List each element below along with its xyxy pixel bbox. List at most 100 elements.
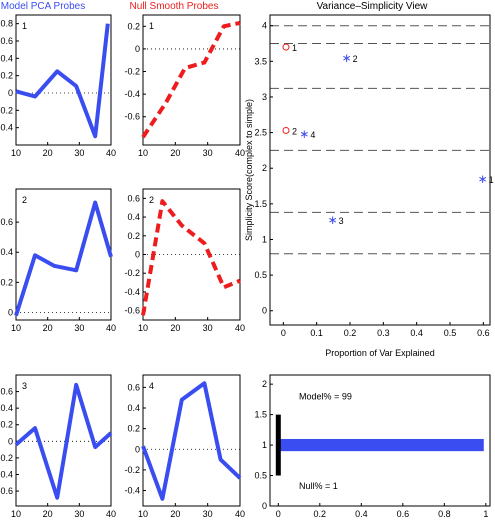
y-tick-label: 3.5 bbox=[254, 56, 267, 66]
x-tick-label: 20 bbox=[170, 148, 180, 158]
y-tick-label: -0.2 bbox=[124, 67, 140, 77]
model-probe-line bbox=[14, 200, 113, 317]
plot-frame bbox=[269, 14, 491, 326]
null-probe-line bbox=[141, 20, 241, 139]
y-tick-label: 0.6 bbox=[0, 387, 13, 397]
null-point-label: 2 bbox=[292, 126, 297, 136]
y-tick-label: 0.4 bbox=[0, 53, 13, 63]
y-tick-label: 2 bbox=[262, 379, 267, 389]
y-tick-label: 0.6 bbox=[0, 217, 13, 227]
model-probe-line bbox=[14, 382, 113, 500]
x-tick-label: 40 bbox=[106, 509, 116, 519]
y-tick-label: 2.5 bbox=[254, 128, 267, 138]
null-point-marker bbox=[282, 43, 290, 51]
panel-number-label: 3 bbox=[22, 381, 27, 391]
panel-number-label: 2 bbox=[149, 195, 154, 205]
x-tick-label: 20 bbox=[43, 509, 53, 519]
y-tick-label: 1 bbox=[262, 234, 267, 244]
x-tick-label: 0 bbox=[276, 509, 281, 519]
null-probe-line bbox=[141, 199, 241, 316]
null-point-label: 1 bbox=[292, 43, 297, 53]
model-point-label: 2 bbox=[353, 54, 358, 64]
x-tick-label: 0.4 bbox=[355, 509, 368, 519]
plot-frame bbox=[142, 14, 241, 146]
y-tick-label: -0.6 bbox=[124, 112, 140, 122]
x-tick-label: 40 bbox=[235, 148, 245, 158]
y-tick-label: 0.4 bbox=[0, 403, 13, 413]
plot-frame bbox=[15, 374, 112, 507]
y-tick-label: 0.6 bbox=[127, 193, 140, 203]
y-tick-label: 0 bbox=[135, 250, 140, 260]
y-tick-label: 0.2 bbox=[0, 71, 13, 81]
model-point-marker: ∗ bbox=[328, 213, 338, 227]
title-view-column: Variance–Simplicity View bbox=[317, 1, 429, 12]
x-tick-label: 20 bbox=[170, 509, 180, 519]
y-tick-label: -0.2 bbox=[0, 105, 13, 115]
y-tick-label: 0.2 bbox=[127, 424, 140, 434]
y-tick-label: 0 bbox=[135, 44, 140, 54]
model-point-marker: ∗ bbox=[478, 172, 488, 186]
y-tick-label: 0 bbox=[8, 436, 13, 446]
y-tick-label: 0 bbox=[262, 501, 267, 511]
y-tick-label: 0.8 bbox=[0, 19, 13, 29]
y-tick-label: 2 bbox=[262, 163, 267, 173]
panel-number-label: 4 bbox=[149, 381, 154, 391]
panel-model-3: 10 20 30 40 -0.6 -0.4 -0.2 0 0.2 0.4 0.6 3 bbox=[0, 374, 116, 519]
x-tick-label: 20 bbox=[43, 323, 53, 333]
y-tick-label: -0.2 bbox=[0, 453, 13, 463]
model-point-marker: ∗ bbox=[342, 51, 352, 65]
y-tick-label: 0.2 bbox=[0, 420, 13, 430]
x-axis-label: Proportion of Var Explained bbox=[325, 348, 434, 358]
x-tick-label: 30 bbox=[74, 323, 84, 333]
y-tick-label: 0.4 bbox=[127, 212, 140, 222]
plot-frame bbox=[142, 374, 241, 507]
y-tick-label: 3 bbox=[262, 92, 267, 102]
y-tick-label: 1 bbox=[262, 440, 267, 450]
x-tick-label: 0.5 bbox=[444, 328, 457, 338]
y-tick-label: 0 bbox=[8, 88, 13, 98]
model-percent-bar bbox=[278, 438, 484, 452]
y-tick-label: 0.5 bbox=[254, 270, 267, 280]
x-tick-label: 30 bbox=[203, 148, 213, 158]
x-tick-label: 0 bbox=[281, 328, 286, 338]
y-tick-label: 0 bbox=[8, 307, 13, 317]
panel-model-4: 10 20 30 40 -0.4 -0.2 0 0.2 0.4 0.6 4 bbox=[124, 374, 245, 519]
y-tick-label: -0.4 bbox=[0, 123, 13, 133]
panel-model-1: 10 20 30 40 -0.4 -0.2 0 0.2 0.4 0.6 0.8 1 bbox=[0, 14, 116, 158]
x-tick-label: 20 bbox=[170, 323, 180, 333]
x-tick-label: 10 bbox=[11, 509, 21, 519]
panel-variance-simplicity: 0 0.1 0.2 0.3 0.4 0.5 0.6 0 0.5 1 1.5 2 2.5 3 3.5 4 Prop… bbox=[244, 14, 494, 358]
x-tick-label: 30 bbox=[203, 323, 213, 333]
x-tick-label: 40 bbox=[235, 509, 245, 519]
x-tick-label: 30 bbox=[203, 509, 213, 519]
panel-null-1: 10 20 30 40 -0.6 -0.4 -0.2 0 0.2 1 bbox=[124, 14, 245, 158]
y-tick-label: 0.2 bbox=[0, 277, 13, 287]
y-tick-label: 0 bbox=[262, 306, 267, 316]
null-point-marker bbox=[282, 126, 290, 134]
x-tick-label: 10 bbox=[11, 323, 21, 333]
panel-number-label: 1 bbox=[149, 21, 154, 31]
x-tick-label: 0.2 bbox=[344, 328, 357, 338]
plot-frame bbox=[15, 14, 112, 146]
y-tick-label: 0.6 bbox=[0, 36, 13, 46]
x-tick-label: 30 bbox=[74, 509, 84, 519]
model-point-label: 1 bbox=[489, 175, 494, 185]
plot-frame bbox=[269, 374, 491, 507]
x-tick-label: 0.2 bbox=[314, 509, 327, 519]
y-tick-label: -0.6 bbox=[124, 306, 140, 316]
y-tick-label: 0 bbox=[135, 444, 140, 454]
panel-number-label: 1 bbox=[22, 21, 27, 31]
y-tick-label: -0.6 bbox=[0, 486, 13, 496]
y-axis-label: Simplicity Score(complex to simple) bbox=[244, 99, 254, 241]
model-point-marker: ∗ bbox=[299, 127, 309, 141]
model-probe-line bbox=[141, 381, 242, 501]
y-tick-label: 0.2 bbox=[127, 21, 140, 31]
y-tick-label: 0.5 bbox=[254, 471, 267, 481]
y-tick-label: -0.4 bbox=[124, 89, 140, 99]
x-tick-label: 40 bbox=[235, 323, 245, 333]
x-tick-label: 30 bbox=[74, 148, 84, 158]
x-tick-label: 10 bbox=[138, 323, 148, 333]
y-tick-label: -0.4 bbox=[124, 486, 140, 496]
model-point-label: 3 bbox=[339, 216, 344, 226]
